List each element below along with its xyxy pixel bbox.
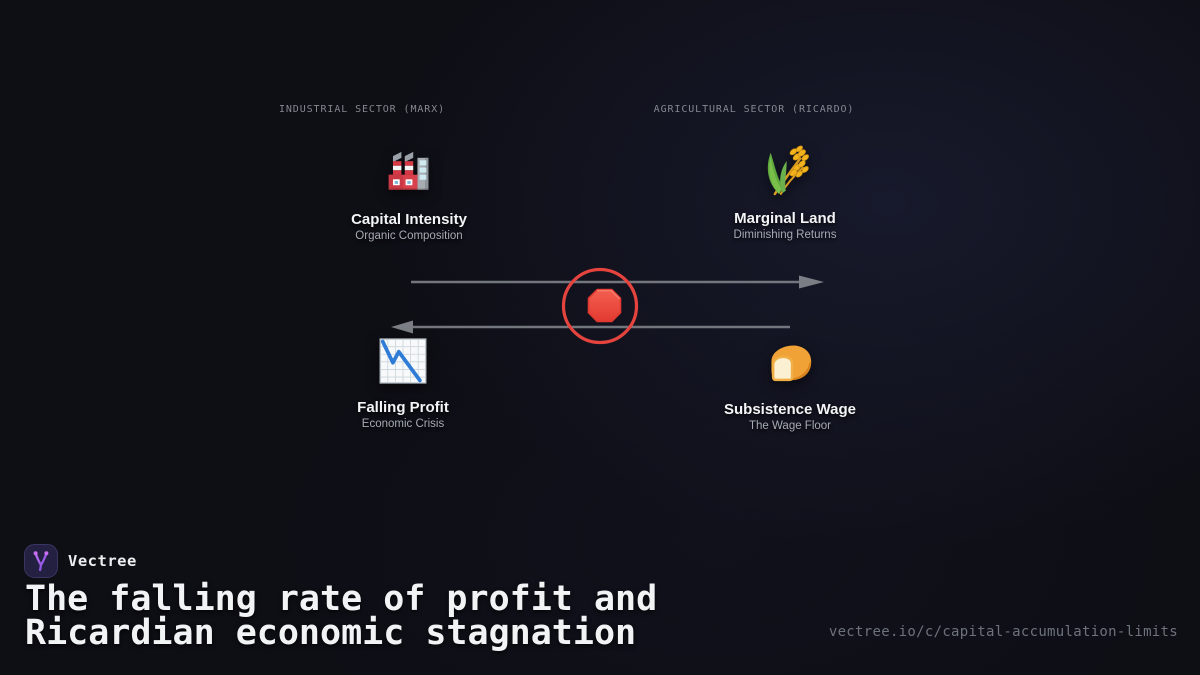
arrow-industrial-to-agricultural <box>411 275 824 289</box>
stop-sign-icon <box>587 288 622 323</box>
canvas-url: vectree.io/c/capital-accumulation-limits <box>828 624 1178 640</box>
page-title-line-2: Ricardian economic stagnation <box>25 613 637 653</box>
node-subtitle: Economic Crisis <box>361 418 445 430</box>
factory-icon <box>388 151 429 190</box>
arrow-agricultural-to-industrial <box>391 320 790 334</box>
node-marginal-land: Marginal Land Diminishing Returns <box>645 145 925 241</box>
node-capital-intensity: Capital Intensity Organic Composition <box>269 146 549 242</box>
page-title: The falling rate of profit and Ricardian… <box>25 579 658 653</box>
sector-label-industrial: INDUSTRIAL SECTOR (MARX) <box>278 104 446 115</box>
node-title: Marginal Land <box>734 210 836 227</box>
vectree-logo <box>24 544 58 578</box>
bread-icon <box>771 345 812 382</box>
page-title-line-1: The falling rate of profit and <box>25 579 658 619</box>
sector-label-agricultural: AGRICULTURAL SECTOR (RICARDO) <box>653 104 855 115</box>
node-subtitle: Diminishing Returns <box>733 229 837 241</box>
chart-decreasing-icon <box>379 338 427 384</box>
node-subtitle: The Wage Floor <box>748 420 832 432</box>
node-title: Subsistence Wage <box>724 401 856 418</box>
brand-name: Vectree <box>68 552 137 570</box>
sheaf-of-rice-icon <box>767 145 809 196</box>
node-title: Capital Intensity <box>351 211 467 228</box>
node-title: Falling Profit <box>357 399 449 416</box>
node-subsistence-wage: Subsistence Wage The Wage Floor <box>650 336 930 432</box>
blockage-circle <box>561 267 639 345</box>
node-falling-profit: Falling Profit Economic Crisis <box>263 334 543 430</box>
node-subtitle: Organic Composition <box>355 230 463 242</box>
